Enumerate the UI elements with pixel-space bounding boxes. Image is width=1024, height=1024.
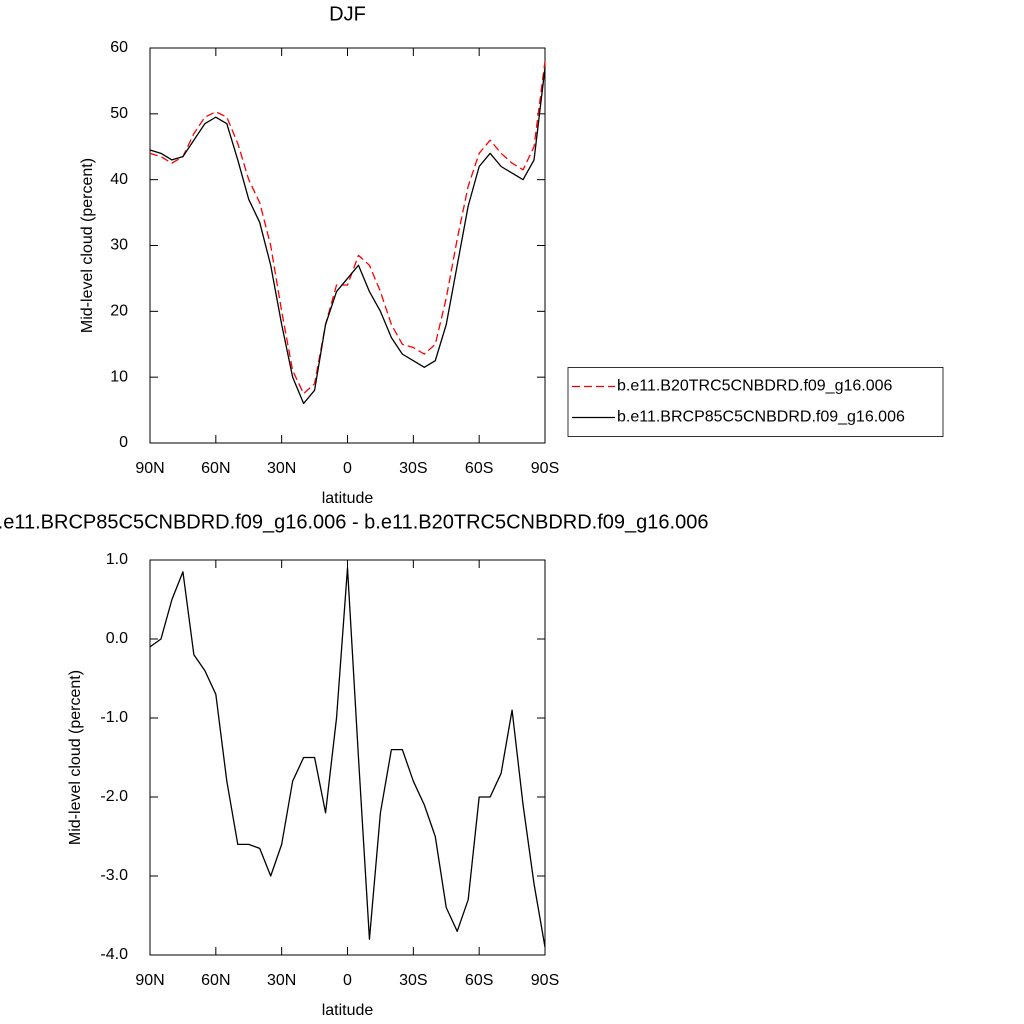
x-tick-label: 60S (465, 460, 493, 477)
legend-box (567, 367, 944, 437)
y-tick-label: -2.0 (100, 788, 128, 805)
y-tick-label: 1.0 (106, 551, 128, 568)
y-tick-label: 0.0 (106, 630, 128, 647)
chart-title: b.e11.BRCP85C5CNBDRD.f09_g16.006 - b.e11… (0, 511, 708, 533)
x-axis-label: latitude (322, 1002, 374, 1019)
x-tick-label: 90N (135, 460, 164, 477)
x-tick-label: 30S (399, 972, 427, 989)
x-tick-label: 60N (201, 460, 230, 477)
x-tick-label: 30N (267, 460, 296, 477)
y-tick-label: 0 (119, 434, 128, 451)
chart-title: DJF (329, 3, 366, 25)
y-tick-label: 20 (110, 303, 128, 320)
x-tick-label: 90S (531, 460, 559, 477)
y-tick-label: 40 (110, 171, 128, 188)
y-tick-label: -4.0 (100, 946, 128, 963)
y-tick-label: 60 (110, 39, 128, 56)
data-line (149, 61, 546, 395)
y-axis-label: Mid-level cloud (percent) (67, 670, 84, 845)
y-tick-label: 30 (110, 237, 128, 254)
y-tick-label: 50 (110, 105, 128, 122)
plot-frame (149, 47, 546, 444)
legend-label: b.e11.B20TRC5CNBDRD.f09_g16.006 (617, 378, 893, 395)
y-tick-label: 10 (110, 368, 128, 385)
y-tick-label: -3.0 (100, 867, 128, 884)
data-line (149, 67, 546, 405)
legend-label: b.e11.BRCP85C5CNBDRD.f09_g16.006 (617, 409, 905, 426)
x-tick-label: 60S (465, 972, 493, 989)
x-tick-label: 0 (343, 460, 352, 477)
plot-frame (149, 559, 546, 956)
x-tick-label: 30S (399, 460, 427, 477)
x-tick-label: 30N (267, 972, 296, 989)
x-tick-label: 90N (135, 972, 164, 989)
x-tick-label: 0 (343, 972, 352, 989)
x-tick-label: 60N (201, 972, 230, 989)
y-tick-label: -1.0 (100, 709, 128, 726)
data-line (149, 567, 546, 948)
x-tick-label: 90S (531, 972, 559, 989)
x-axis-label: latitude (322, 490, 374, 507)
y-axis-label: Mid-level cloud (percent) (79, 158, 96, 333)
